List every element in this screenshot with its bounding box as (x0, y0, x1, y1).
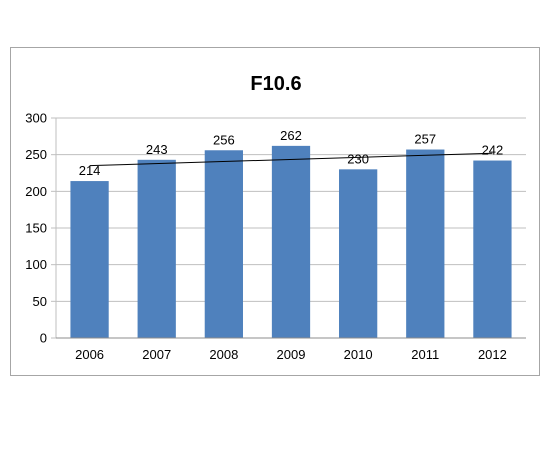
y-tick-label: 300 (25, 111, 47, 126)
x-tick-label: 2011 (411, 347, 439, 362)
bar (271, 145, 311, 338)
chart-frame: F10.6 0 50 100 150 200 250 300 2006 2007 2008 200… (10, 47, 540, 376)
x-tick-label: 2006 (75, 347, 104, 362)
y-tick-label: 100 (25, 257, 47, 272)
bar (70, 181, 109, 338)
data-label: 256 (213, 132, 235, 147)
trendline-line (89, 152, 493, 167)
bar (406, 149, 445, 338)
data-labels: 214 243 256 262 230 257 242 (79, 128, 504, 178)
bar (137, 159, 176, 338)
bar (204, 150, 243, 338)
data-label: 214 (79, 163, 101, 178)
y-tick-label: 150 (25, 221, 47, 236)
x-tick-label: 2010 (344, 347, 373, 362)
x-axis: 2006 2007 2008 2009 2010 2011 2012 (56, 337, 526, 362)
x-tick-label: 2008 (209, 347, 238, 362)
x-tick-label: 2012 (478, 347, 507, 362)
chart-title: F10.6 (250, 73, 301, 95)
bar (473, 160, 512, 338)
trendline (89, 152, 493, 167)
bar (339, 169, 378, 338)
bars (70, 145, 512, 338)
data-label: 257 (414, 132, 436, 147)
y-tick-label: 50 (33, 294, 47, 309)
data-label: 242 (482, 143, 504, 158)
x-tick-label: 2009 (277, 347, 306, 362)
y-tick-label: 0 (40, 331, 47, 346)
y-tick-label: 200 (25, 184, 47, 199)
y-axis: 0 50 100 150 200 250 300 (25, 111, 57, 346)
data-label: 243 (146, 142, 168, 157)
x-tick-label: 2007 (142, 347, 171, 362)
y-tick-label: 250 (25, 147, 47, 162)
data-label: 230 (347, 151, 369, 166)
data-label: 262 (280, 128, 302, 143)
